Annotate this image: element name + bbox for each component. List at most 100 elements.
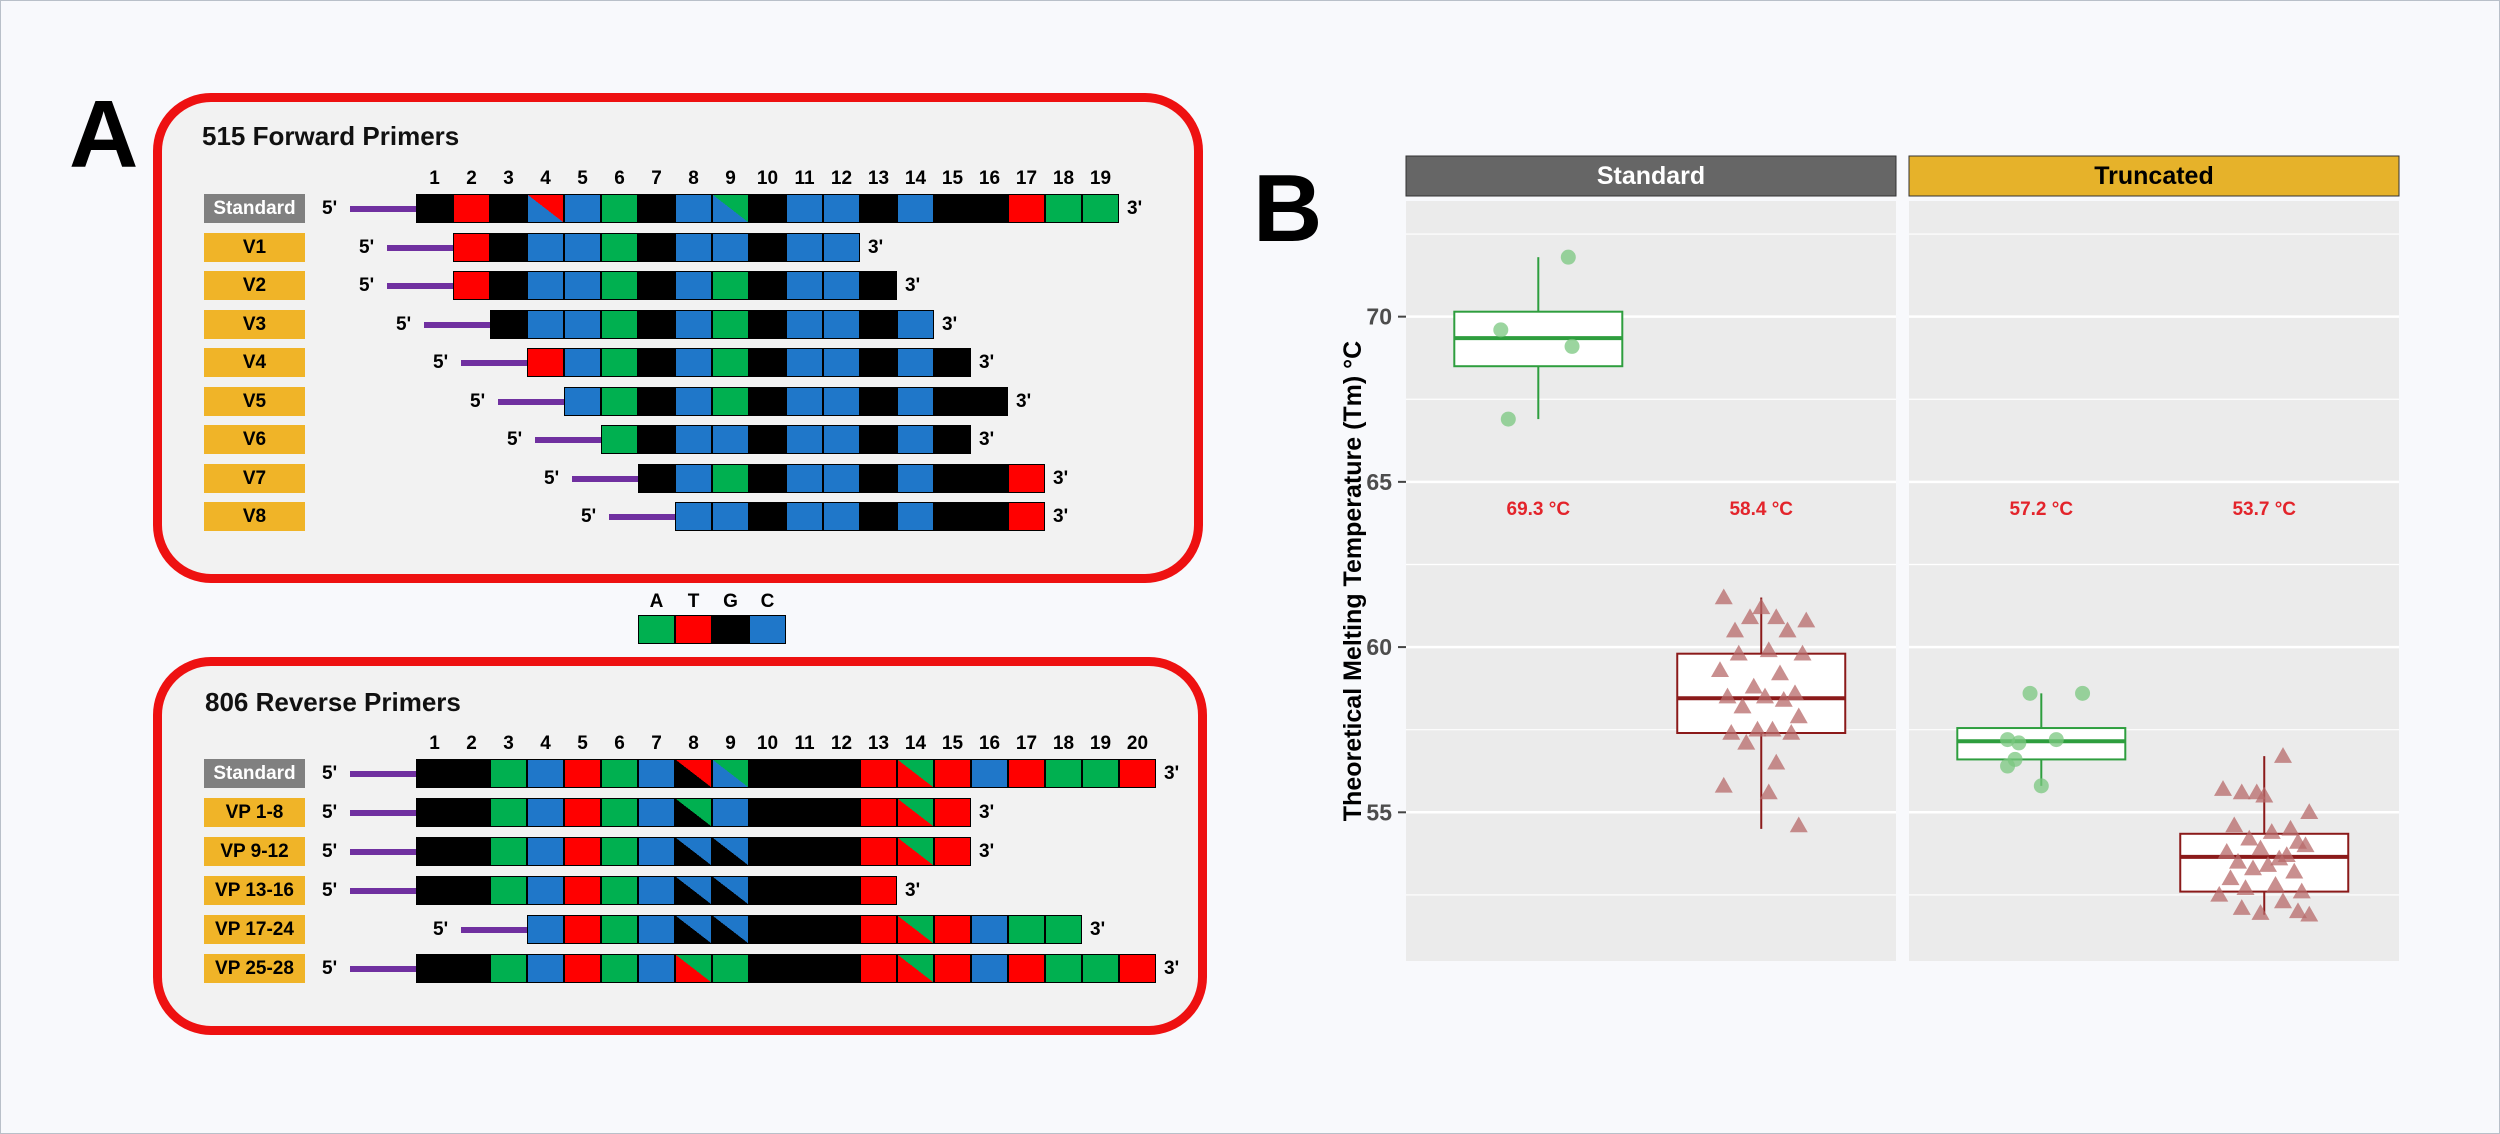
data-point — [2244, 859, 2262, 876]
data-point — [2262, 823, 2281, 839]
key-letter: G — [723, 591, 738, 612]
data-point — [2232, 899, 2251, 915]
base-cell-T — [1008, 463, 1045, 493]
base-cell-T — [1119, 759, 1156, 788]
five-prime-end: 5' — [322, 841, 338, 862]
base-cell-C — [823, 194, 860, 223]
base-cell-C — [564, 309, 601, 339]
base-cell-G — [934, 425, 971, 454]
data-point — [2300, 905, 2319, 922]
linker-line — [498, 398, 564, 405]
base-cell-G — [786, 876, 823, 905]
base-cell-G — [786, 915, 823, 944]
five-prime-end: 5' — [322, 763, 338, 784]
position-number: 15 — [941, 168, 964, 189]
five-prime-end: 5' — [433, 919, 449, 940]
box-iqr — [2179, 832, 2350, 893]
position-number: 16 — [978, 168, 1001, 189]
base-cell-A — [601, 837, 638, 866]
five-prime-end: 5' — [359, 236, 375, 258]
position-number: 2 — [466, 168, 477, 189]
primer-label: Standard — [204, 759, 305, 788]
three-prime-end: 3' — [905, 880, 921, 901]
base-cell-A — [1045, 194, 1082, 223]
y-tick-label: 55 — [1366, 799, 1392, 825]
base-cell-C — [675, 425, 712, 454]
position-number: 13 — [867, 733, 890, 754]
data-point — [1711, 661, 1729, 677]
key-letter: C — [760, 591, 775, 612]
box-iqr — [1956, 727, 2127, 761]
data-point — [1737, 733, 1756, 750]
base-cell-T — [564, 954, 601, 983]
base-cell-T — [564, 876, 601, 905]
position-number: 7 — [651, 168, 662, 189]
base-cell-G — [749, 194, 786, 223]
base-cell-G — [749, 348, 786, 377]
data-point — [1752, 598, 1771, 615]
base-cell-G — [786, 798, 823, 827]
five-prime-end: 5' — [396, 313, 412, 335]
base-cell-A — [712, 271, 749, 300]
primer-label: V7 — [204, 463, 305, 493]
base-cell-A — [490, 798, 527, 827]
reverse-primers-title: 806 Reverse Primers — [205, 687, 461, 717]
data-point — [1726, 621, 1744, 638]
three-prime-end: 3' — [1127, 198, 1143, 219]
base-cell-C — [675, 309, 712, 339]
position-number: 18 — [1052, 733, 1075, 754]
base-cell-C — [675, 386, 712, 416]
data-point — [2236, 879, 2255, 896]
five-prime-end: 5' — [322, 880, 338, 901]
data-point — [1714, 776, 1733, 793]
three-prime-end: 3' — [979, 352, 995, 373]
facet-strip-label: Truncated — [2094, 162, 2213, 190]
base-cell-G — [453, 798, 490, 827]
three-prime-end: 3' — [942, 313, 958, 335]
base-cell-C — [823, 425, 860, 454]
base-cell-TA — [897, 798, 934, 827]
base-cell-C — [564, 348, 601, 377]
base-cell-TA — [897, 759, 934, 788]
position-number: 11 — [794, 168, 815, 189]
base-cell-C — [638, 837, 675, 866]
data-point — [1560, 249, 1576, 265]
data-point — [1789, 816, 1808, 833]
base-cell-A — [712, 348, 749, 377]
base-cell-C — [527, 798, 564, 827]
base-cell-CA — [712, 194, 749, 223]
data-point — [1748, 720, 1767, 737]
base-cell-A — [490, 837, 527, 866]
base-cell-G — [453, 759, 490, 788]
data-point — [2033, 778, 2049, 794]
base-cell-A — [601, 348, 638, 377]
base-cell-A — [601, 954, 638, 983]
base-cell-C — [675, 463, 712, 493]
base-cell-A — [1082, 194, 1119, 223]
base-cell-G — [638, 463, 675, 493]
position-number: 17 — [1015, 733, 1038, 754]
three-prime-end: 3' — [979, 429, 995, 450]
facet-strip — [1405, 155, 1897, 197]
base-cell-T — [453, 232, 490, 262]
data-point — [2296, 836, 2315, 853]
data-point — [2270, 849, 2289, 866]
base-cell-G — [453, 837, 490, 866]
base-cell-G — [749, 798, 786, 827]
data-point — [2274, 747, 2292, 763]
base-cell-G — [971, 502, 1008, 531]
linker-line — [572, 475, 638, 482]
position-number: 6 — [614, 168, 625, 189]
position-number: 12 — [830, 168, 853, 189]
base-cell-G — [860, 502, 897, 531]
base-cell-A — [1082, 759, 1119, 788]
base-cell-C — [897, 348, 934, 377]
base-cell-T — [860, 798, 897, 827]
base-cell-T — [1008, 954, 1045, 983]
base-cell-T — [527, 348, 564, 377]
three-prime-end: 3' — [1164, 958, 1180, 979]
base-cell-C — [638, 954, 675, 983]
base-cell-C — [527, 309, 564, 339]
base-cell-C — [823, 232, 860, 262]
three-prime-end: 3' — [1090, 919, 1106, 940]
